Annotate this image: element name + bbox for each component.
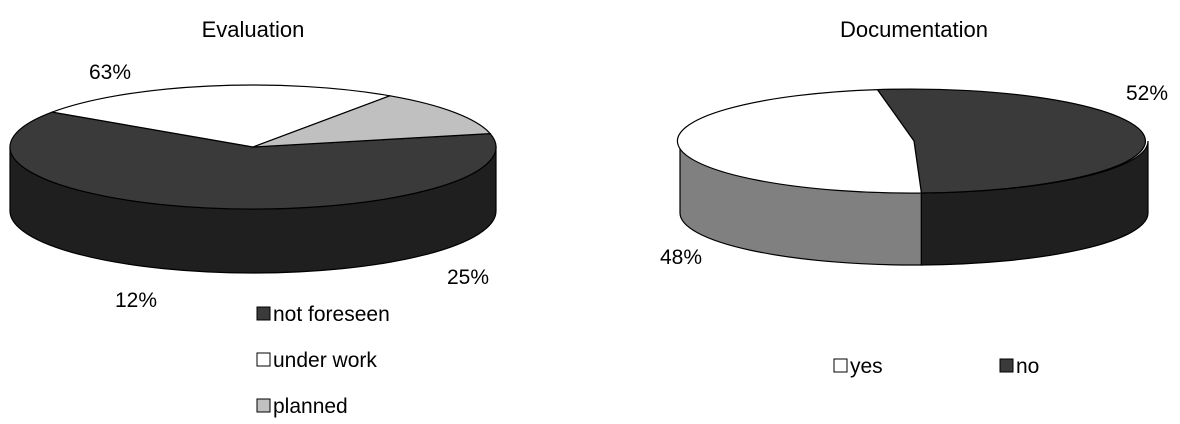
evaluation-legend-swatch-planned <box>256 398 271 413</box>
documentation-slice-no <box>876 88 1147 194</box>
documentation-slice-yes <box>676 88 923 194</box>
evaluation-chart: Evaluation 63% 25% 12% not foreseen unde… <box>9 17 497 418</box>
documentation-legend-label-yes: yes <box>850 355 883 378</box>
documentation-legend-swatch-no <box>999 358 1014 373</box>
documentation-legend-label-no: no <box>1016 355 1039 378</box>
documentation-legend-swatch-yes <box>833 358 848 373</box>
documentation-side-no <box>920 140 1149 266</box>
evaluation-label-under-work: 25% <box>447 266 489 289</box>
evaluation-legend-swatch-not-foreseen <box>256 306 271 321</box>
documentation-legend: yes no <box>833 355 1039 378</box>
evaluation-legend-label-not-foreseen: not foreseen <box>273 303 390 326</box>
evaluation-slice-not-foreseen <box>9 111 497 210</box>
evaluation-legend-label-planned: planned <box>273 395 348 418</box>
documentation-label-no: 52% <box>1126 82 1168 105</box>
evaluation-title: Evaluation <box>202 17 305 42</box>
evaluation-label-planned: 12% <box>115 289 157 312</box>
evaluation-legend-swatch-under-work <box>256 352 271 367</box>
evaluation-legend-label-under-work: under work <box>273 349 377 372</box>
evaluation-slice-under-work <box>50 84 393 148</box>
documentation-title: Documentation <box>840 17 988 42</box>
evaluation-slice-planned <box>252 95 492 148</box>
evaluation-label-not-foreseen: 63% <box>89 61 131 84</box>
documentation-label-yes: 48% <box>660 246 702 269</box>
documentation-chart: Documentation 52% 48% yes no <box>660 17 1168 378</box>
evaluation-legend: not foreseen under work planned <box>256 303 390 418</box>
